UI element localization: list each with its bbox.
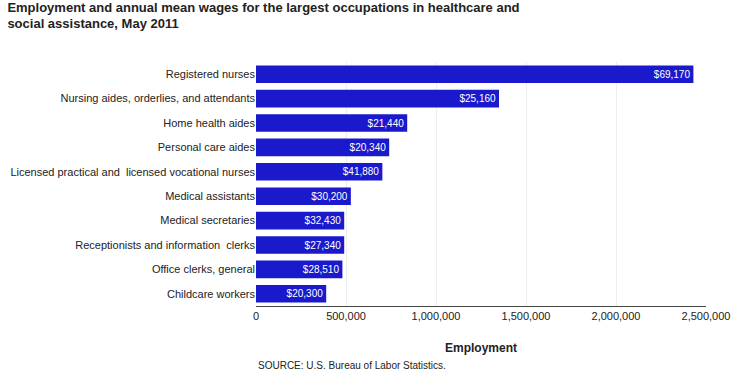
svg-text:$32,430: $32,430 [305,215,342,226]
svg-text:$20,340: $20,340 [350,142,387,153]
svg-text:2,000,000: 2,000,000 [592,310,641,322]
svg-text:Employment and annual mean wag: Employment and annual mean wages for the… [7,0,519,31]
svg-text:$25,160: $25,160 [459,93,496,104]
svg-text:2,500,000: 2,500,000 [682,310,731,322]
svg-text:$27,340: $27,340 [305,240,342,251]
svg-text:$20,300: $20,300 [287,288,324,299]
svg-text:Medical secretaries: Medical secretaries [160,214,255,226]
svg-text:Licensed practical and licens: Licensed practical and licensed vocation… [10,166,255,178]
svg-text:$28,510: $28,510 [303,264,340,275]
svg-text:Office clerks, general: Office clerks, general [152,263,255,275]
svg-text:0: 0 [253,310,259,322]
svg-text:Childcare workers: Childcare workers [167,288,256,300]
svg-text:SOURCE: U.S. Bureau of Labor S: SOURCE: U.S. Bureau of Labor Statistics. [258,360,446,371]
svg-text:Employment: Employment [445,341,517,355]
svg-text:1,500,000: 1,500,000 [502,310,551,322]
svg-text:500,000: 500,000 [326,310,366,322]
svg-text:Receptionists and information: Receptionists and information clerks [75,239,255,251]
svg-text:$41,880: $41,880 [343,166,380,177]
svg-text:Medical assistants: Medical assistants [165,190,255,202]
svg-text:Registered nurses: Registered nurses [166,68,256,80]
svg-text:1,000,000: 1,000,000 [412,310,461,322]
svg-text:Nursing aides, orderlies, and: Nursing aides, orderlies, and attendants [61,92,256,104]
svg-text:$21,440: $21,440 [368,118,405,129]
svg-text:Home health aides: Home health aides [163,117,255,129]
svg-text:$69,170: $69,170 [654,69,691,80]
svg-text:Personal care aides: Personal care aides [158,141,256,153]
svg-text:$30,200: $30,200 [311,191,348,202]
